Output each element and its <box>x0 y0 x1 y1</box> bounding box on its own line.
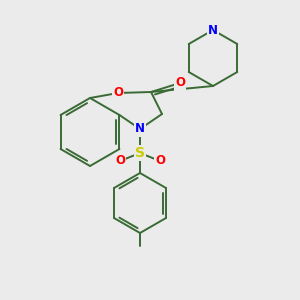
Text: S: S <box>135 146 145 160</box>
Text: N: N <box>135 122 145 136</box>
Text: N: N <box>208 23 218 37</box>
Text: O: O <box>115 154 125 167</box>
Text: O: O <box>155 154 165 167</box>
Text: O: O <box>113 86 123 100</box>
Text: O: O <box>175 76 185 89</box>
